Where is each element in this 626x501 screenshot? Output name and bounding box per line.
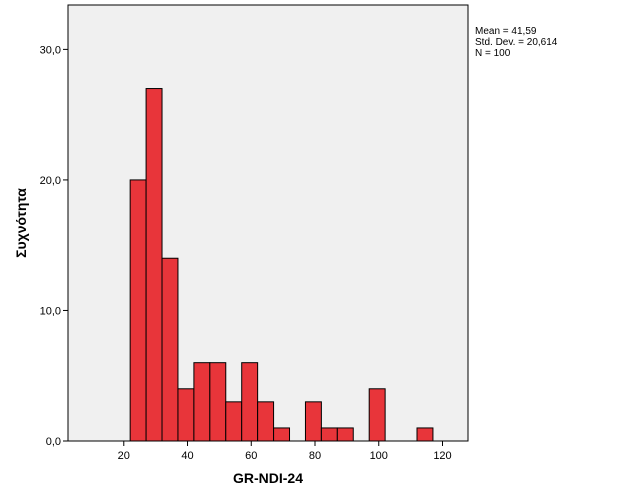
y-tick-label: 20,0 bbox=[40, 175, 61, 187]
histogram-bar bbox=[336, 427, 354, 442]
histogram-bar bbox=[304, 401, 322, 442]
x-tick-label: 60 bbox=[245, 450, 257, 462]
bars-group bbox=[129, 88, 434, 442]
x-tick-label: 20 bbox=[118, 450, 130, 462]
histogram-bar bbox=[209, 362, 227, 442]
x-tick-label: 80 bbox=[309, 450, 321, 462]
histogram-bar bbox=[177, 388, 195, 442]
histogram-bar bbox=[368, 388, 386, 442]
histogram-bar bbox=[416, 427, 434, 442]
y-tick-label: 0,0 bbox=[46, 436, 61, 448]
histogram-bar bbox=[241, 362, 259, 442]
x-tick-label: 100 bbox=[370, 450, 388, 462]
histogram-bar bbox=[129, 179, 147, 442]
y-axis: 0,0 10,0 20,0 30,0 bbox=[40, 44, 68, 448]
x-axis: 20 40 60 80 100 120 bbox=[118, 441, 452, 462]
stats-n: N = 100 bbox=[475, 48, 511, 59]
histogram-bar bbox=[273, 427, 291, 442]
stats-std-dev: Std. Dev. = 20,614 bbox=[475, 37, 558, 48]
histogram-bar bbox=[257, 401, 275, 442]
plot-area bbox=[67, 4, 469, 442]
histogram-bar bbox=[145, 88, 163, 442]
x-axis-title: GR-NDI-24 bbox=[233, 470, 303, 486]
histogram-bar bbox=[320, 427, 338, 442]
statistics-box: Mean = 41,59 Std. Dev. = 20,614 N = 100 bbox=[475, 26, 557, 59]
y-tick-label: 30,0 bbox=[40, 44, 61, 56]
y-axis-title: Συχνότητα bbox=[13, 188, 29, 258]
histogram-bar bbox=[161, 257, 179, 442]
histogram-bar bbox=[225, 401, 243, 442]
x-tick-label: 40 bbox=[181, 450, 193, 462]
y-tick-label: 10,0 bbox=[40, 305, 61, 317]
x-tick-label: 120 bbox=[433, 450, 451, 462]
histogram-bar bbox=[193, 362, 211, 442]
stats-mean: Mean = 41,59 bbox=[475, 26, 537, 37]
